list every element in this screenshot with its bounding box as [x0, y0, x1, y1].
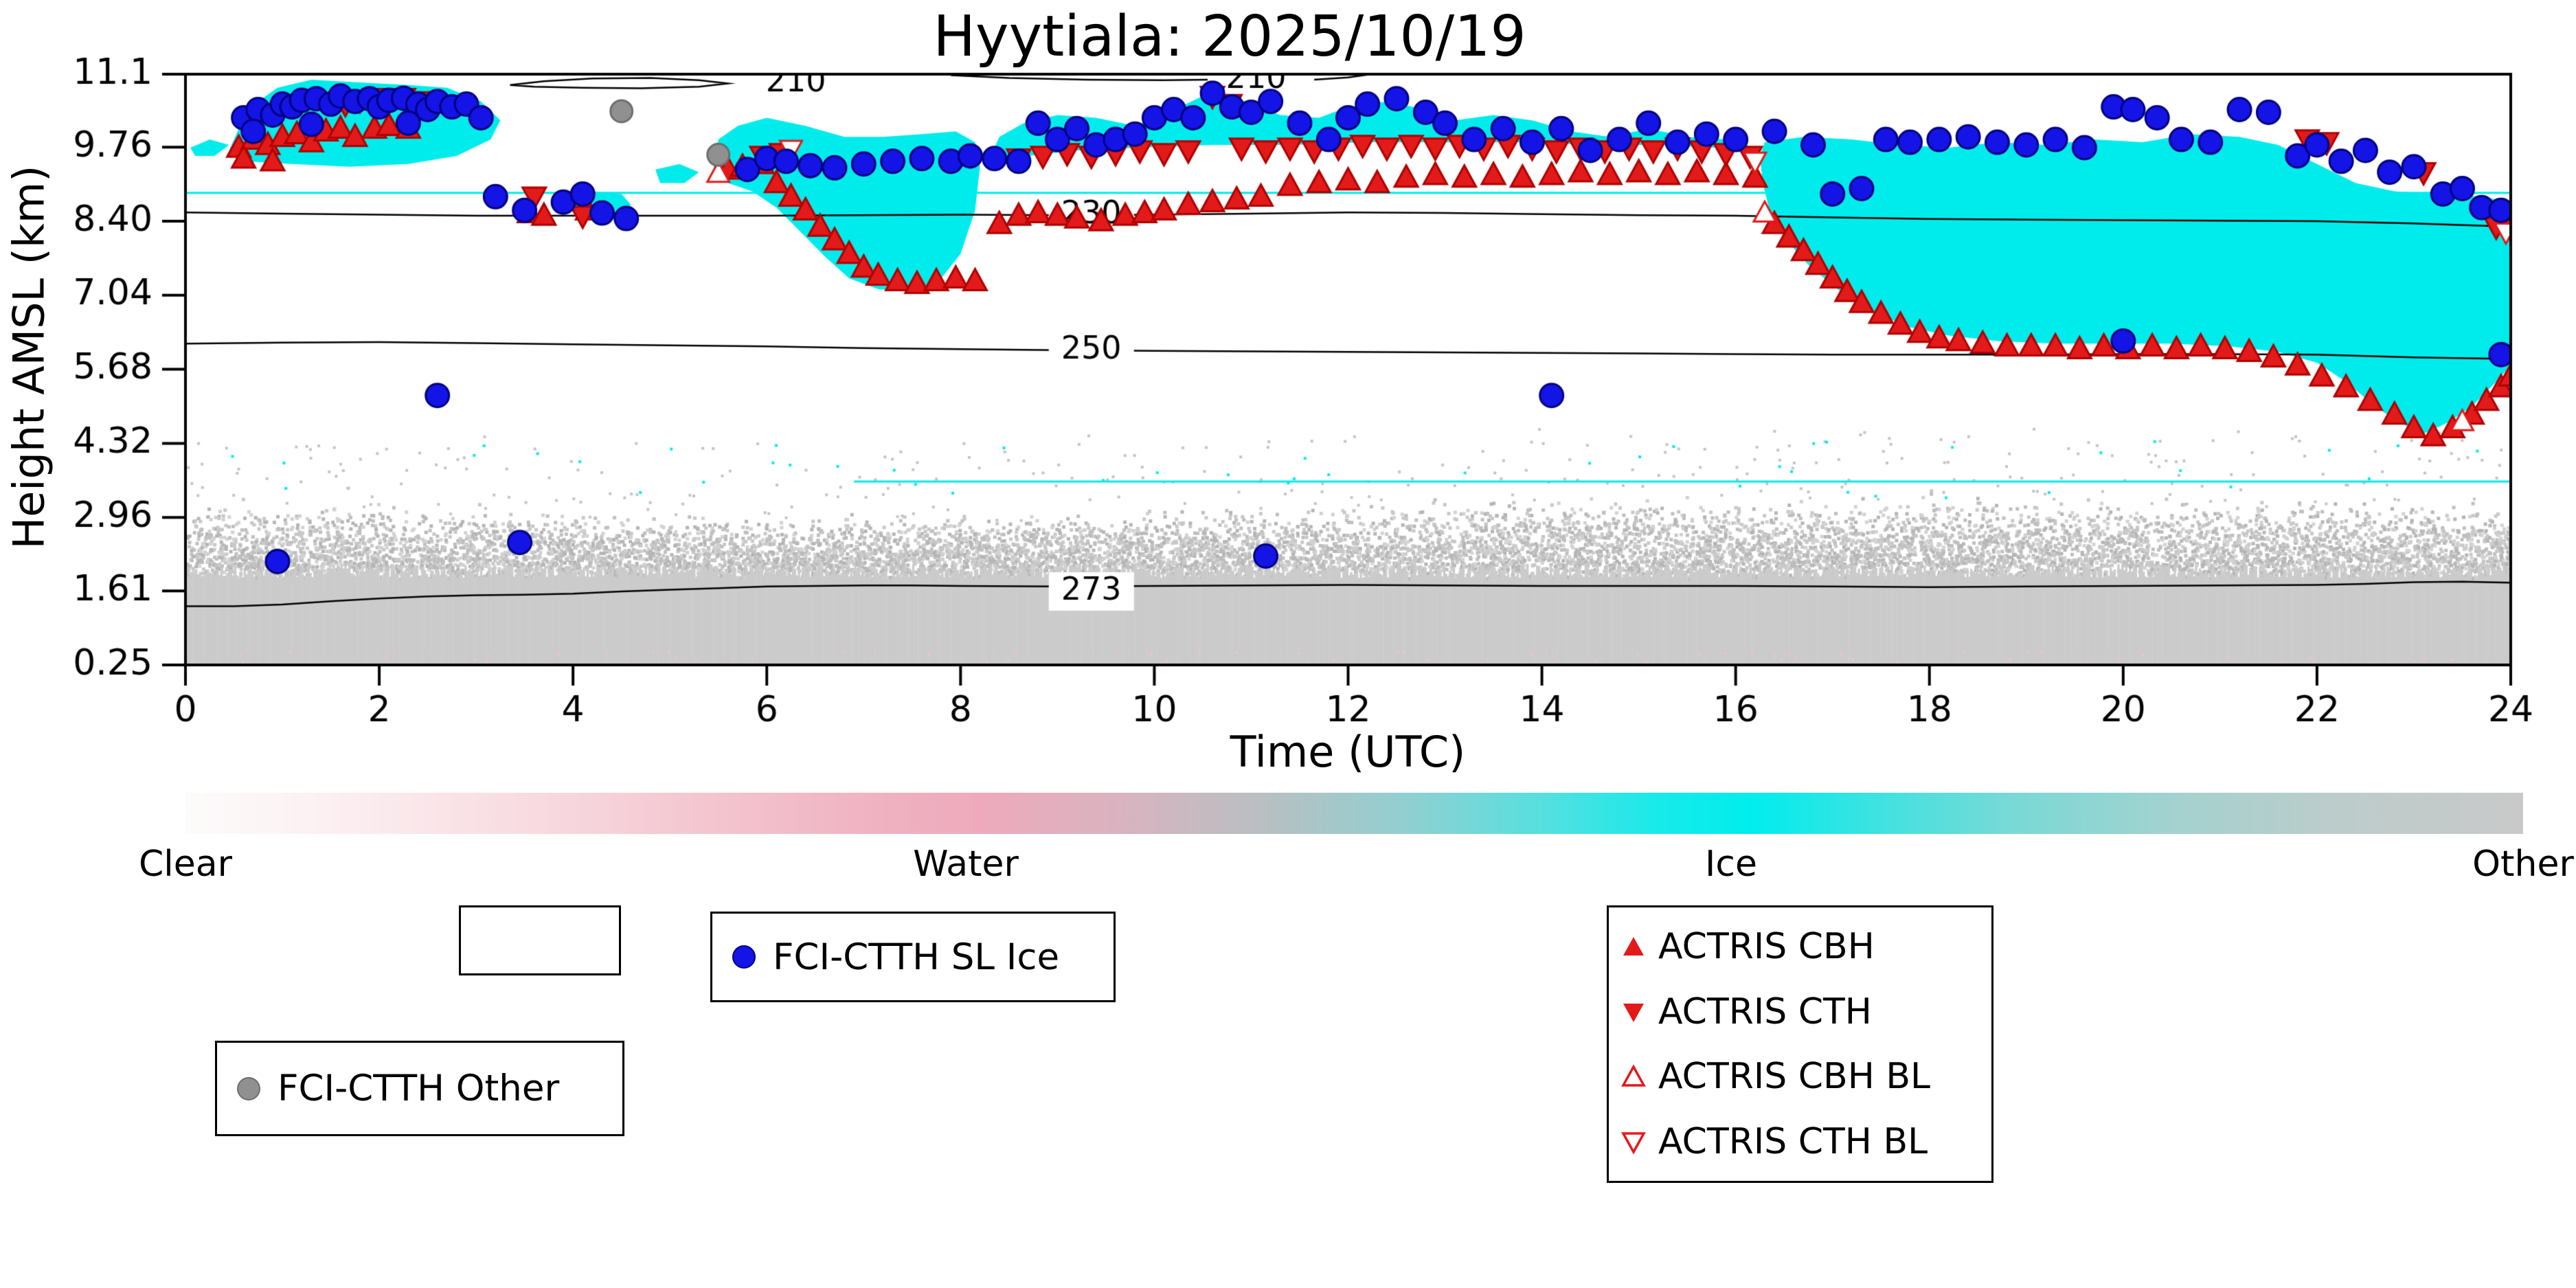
colorbar-label-water: Water	[913, 844, 1019, 885]
legend-actris-cbh-label: ACTRIS CBH	[1658, 926, 1875, 968]
colorbar-label-ice: Ice	[1705, 844, 1757, 885]
y-axis-label: Height AMSL (km)	[3, 165, 54, 550]
colorbar-gradient	[185, 793, 2523, 834]
x-axis-label: Time (UTC)	[1230, 727, 1466, 777]
red-triangle-down-icon	[1623, 1003, 1644, 1022]
red-triangle-up-icon	[1623, 937, 1644, 956]
legend-row-actris-cbh-bl: ACTRIS CBH BL	[1620, 1056, 1930, 1097]
legend-fci-sl-ice: FCI-CTTH SL Ice	[710, 912, 1116, 1002]
legend-fci-other: FCI-CTTH Other	[215, 1041, 624, 1136]
legend-empty-box	[459, 905, 621, 975]
legend-fci-other-label: FCI-CTTH Other	[278, 1067, 560, 1109]
colorbar-label-other: Other	[2472, 844, 2574, 885]
legend-fci-sl-ice-label: FCI-CTTH SL Ice	[773, 936, 1060, 978]
blue-circle-icon	[732, 945, 756, 969]
legend-actris-cbh-bl-label: ACTRIS CBH BL	[1658, 1056, 1930, 1098]
chart-title: Hyytiala: 2025/10/19	[933, 4, 1526, 69]
legend-actris: ACTRIS CBH ACTRIS CTH ACTRIS CBH BL ACTR…	[1607, 905, 1993, 1183]
red-open-triangle-up-icon	[1621, 1064, 1646, 1087]
legend-actris-cth-bl-label: ACTRIS CTH BL	[1658, 1120, 1928, 1162]
legend-actris-cth-label: ACTRIS CTH	[1658, 991, 1872, 1032]
gray-circle-icon	[237, 1076, 260, 1100]
legend-row-actris-cth-bl: ACTRIS CTH BL	[1620, 1121, 1928, 1162]
legend-row-actris-cbh: ACTRIS CBH	[1620, 926, 1875, 967]
colorbar-label-clear: Clear	[139, 844, 232, 885]
legend-row-actris-cth: ACTRIS CTH	[1620, 991, 1872, 1032]
red-open-triangle-down-icon	[1621, 1132, 1646, 1155]
